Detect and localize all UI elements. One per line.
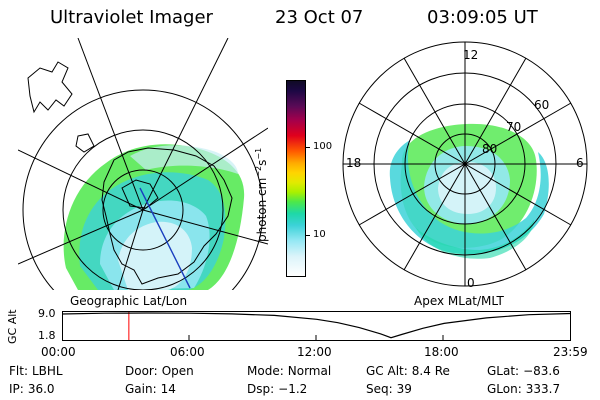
mlt-label-0: 0	[467, 276, 475, 290]
lat-label-70: 70	[506, 120, 522, 134]
geo-aurora-image	[63, 144, 245, 290]
altitude-ytick-min: 1.8	[38, 329, 56, 342]
info-door: Door: Open	[125, 364, 194, 378]
info-gain: Gain: 14	[125, 382, 176, 396]
mlt-label-12: 12	[463, 48, 479, 62]
app-title: Ultraviolet Imager	[50, 7, 213, 28]
apex-map-svg	[342, 41, 588, 287]
colorbar-gradient	[286, 80, 306, 277]
apex-plot: 12 6 0 18 60 70 80	[330, 38, 600, 290]
altitude-ylabel: GC Alt	[6, 309, 19, 344]
mlt-label-18: 18	[346, 156, 362, 170]
altitude-ytick-max: 9.0	[38, 307, 56, 320]
colorbar: 100 10	[286, 80, 332, 277]
colorbar-tick-100	[306, 147, 310, 148]
info-gc-alt: GC Alt: 8.4 Re	[366, 364, 450, 378]
mlt-label-6: 6	[576, 156, 584, 170]
geographic-caption: Geographic Lat/Lon	[70, 294, 188, 308]
altitude-plot	[61, 311, 572, 341]
info-dsp: Dsp: −1.2	[247, 382, 308, 396]
lat-label-60: 60	[534, 98, 550, 112]
altitude-chart-svg	[61, 311, 572, 341]
time-label-0600: 06:00	[170, 345, 205, 359]
image-info-grid: Flt: LBHL Door: Open Mode: Normal GC Alt: 8.…	[0, 363, 600, 399]
info-seq: Seq: 39	[366, 382, 412, 396]
altitude-curve	[61, 312, 572, 339]
title-bar: Ultraviolet Imager 23 Oct 07 03:09:05 UT	[0, 6, 600, 30]
colorbar-label-10: 10	[313, 229, 326, 240]
time-label-1800: 18:00	[424, 345, 459, 359]
colorbar-units: photon cm−2s−1	[254, 147, 269, 242]
geographic-plot	[18, 38, 268, 290]
colorbar-label-100: 100	[313, 141, 333, 152]
apex-caption: Apex MLat/MLT	[414, 294, 504, 308]
geographic-map-svg	[18, 38, 268, 290]
image-date: 23 Oct 07	[275, 7, 364, 28]
info-ip: IP: 36.0	[9, 382, 55, 396]
info-glat: GLat: −83.6	[487, 364, 560, 378]
info-glon: GLon: 333.7	[487, 382, 561, 396]
continent-outline	[27, 61, 233, 285]
info-filter: Flt: LBHL	[9, 364, 63, 378]
time-label-0000: 00:00	[41, 345, 76, 359]
info-mode: Mode: Normal	[247, 364, 332, 378]
time-label-2359: 23:59	[553, 345, 588, 359]
apex-grid	[342, 41, 588, 287]
colorbar-tick-10	[306, 235, 310, 236]
geo-grid	[18, 38, 268, 290]
time-label-1200: 12:00	[297, 345, 332, 359]
altitude-frame	[62, 311, 571, 341]
orbit-track-line	[139, 187, 191, 289]
image-time: 03:09:05 UT	[427, 7, 538, 28]
lat-label-80: 80	[482, 142, 498, 156]
